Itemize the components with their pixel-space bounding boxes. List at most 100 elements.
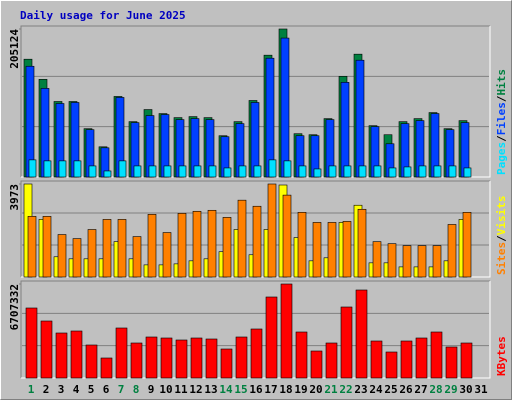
bar	[42, 216, 52, 278]
x-tick-label: 4	[73, 383, 80, 396]
legend-separator: /	[495, 95, 508, 102]
y-max-label: 6707332	[8, 284, 21, 330]
x-tick-label: 17	[264, 383, 277, 396]
x-tick-label: 28	[429, 383, 442, 396]
bar	[162, 232, 172, 278]
bar	[385, 351, 398, 379]
bar	[40, 320, 53, 379]
x-tick-label: 26	[399, 383, 413, 396]
bar	[415, 337, 428, 379]
x-tick-label: 3	[58, 383, 65, 396]
bar	[193, 165, 202, 178]
panel-shadow	[20, 280, 490, 378]
bar	[192, 210, 202, 278]
x-tick-label: 15	[234, 383, 247, 396]
bar	[103, 170, 112, 178]
x-tick-label: 22	[339, 383, 352, 396]
bar	[72, 238, 82, 278]
bar	[402, 245, 412, 278]
bar	[310, 350, 323, 379]
bar	[118, 160, 127, 178]
bar	[433, 165, 442, 178]
bar	[358, 165, 367, 178]
bar	[355, 59, 365, 178]
legend: Sites/Visits	[495, 196, 508, 276]
x-tick-label: 20	[309, 383, 322, 396]
legend-entry: KBytes	[495, 336, 508, 376]
x-tick-label: 14	[219, 383, 233, 396]
bar	[340, 306, 353, 379]
bar	[132, 236, 142, 278]
bar	[343, 165, 352, 178]
bar	[417, 245, 427, 278]
bar	[355, 289, 368, 379]
bar	[117, 219, 127, 278]
legend-separator: /	[495, 135, 508, 142]
y-max-label: 205124	[8, 29, 21, 69]
bar	[327, 222, 337, 278]
x-tick-label: 1	[28, 383, 35, 396]
x-tick-label: 9	[148, 383, 155, 396]
x-tick-label: 12	[189, 383, 202, 396]
bar	[342, 221, 352, 278]
legend-entry: Pages	[495, 142, 508, 175]
bar	[27, 216, 37, 278]
x-tick-label: 29	[444, 383, 457, 396]
bar	[295, 331, 308, 379]
legend: Pages/Files/Hits	[495, 69, 508, 175]
panel-shadow	[20, 180, 490, 277]
bar	[448, 165, 457, 178]
bar	[265, 296, 278, 379]
bar	[207, 209, 217, 278]
bar	[115, 327, 128, 379]
bar	[370, 340, 383, 379]
bar	[88, 165, 97, 178]
bar	[373, 165, 382, 178]
legend-entry: Sites	[495, 242, 508, 275]
x-tick-label: 23	[354, 383, 367, 396]
bar	[223, 167, 232, 178]
bar	[130, 342, 143, 379]
bar	[312, 222, 322, 278]
x-tick-label: 13	[204, 383, 217, 396]
x-tick-label: 18	[279, 383, 292, 396]
bar	[222, 217, 232, 278]
x-tick-label: 10	[159, 383, 172, 396]
bar	[250, 328, 263, 379]
bar	[340, 82, 350, 178]
bar	[372, 241, 382, 278]
bar	[70, 330, 83, 379]
legend-entry: Visits	[495, 196, 508, 236]
x-tick-label: 11	[174, 383, 188, 396]
bar	[177, 213, 187, 278]
bar	[445, 346, 458, 379]
bar	[238, 165, 247, 178]
x-tick-label: 16	[249, 383, 263, 396]
bar	[220, 348, 233, 379]
bar	[57, 234, 67, 278]
bar	[282, 194, 292, 278]
x-tick-label: 25	[384, 383, 397, 396]
bar	[205, 338, 218, 379]
bar	[253, 165, 262, 178]
bar	[447, 224, 457, 278]
bar	[268, 159, 277, 178]
bar	[403, 166, 412, 178]
x-tick-label: 8	[133, 383, 140, 396]
legend-entry: Files	[495, 102, 508, 135]
bar	[147, 214, 157, 278]
bar	[73, 160, 82, 178]
panel-shadow	[20, 25, 490, 177]
bar	[190, 337, 203, 379]
bar	[313, 168, 322, 178]
bar	[100, 357, 113, 379]
bar	[357, 208, 367, 278]
x-tick-label: 7	[118, 383, 125, 396]
bar	[297, 212, 307, 278]
bar	[237, 199, 247, 278]
bar	[400, 340, 413, 379]
legend-entry: Hits	[495, 69, 508, 96]
bar	[265, 57, 275, 178]
